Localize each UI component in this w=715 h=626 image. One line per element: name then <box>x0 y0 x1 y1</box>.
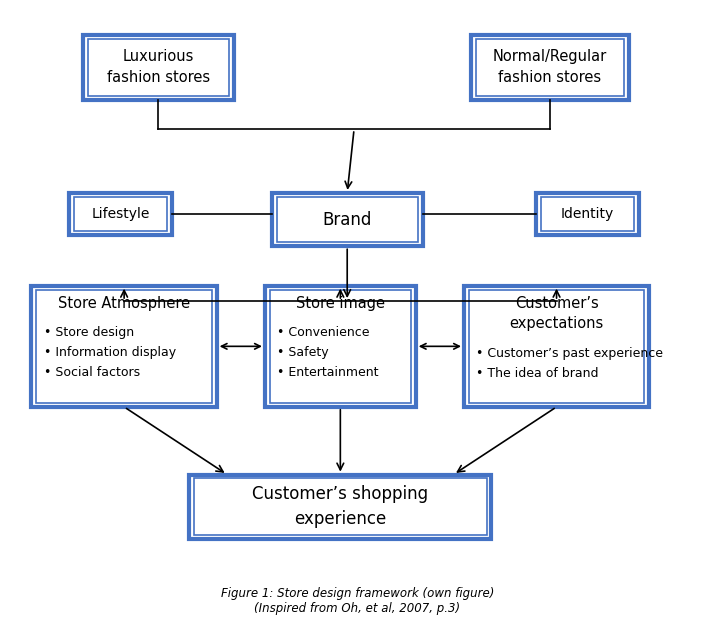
Text: • Store design
• Information display
• Social factors: • Store design • Information display • S… <box>44 326 176 379</box>
FancyBboxPatch shape <box>469 290 644 403</box>
FancyBboxPatch shape <box>470 35 628 100</box>
FancyBboxPatch shape <box>194 478 486 535</box>
Text: Lifestyle: Lifestyle <box>92 207 150 221</box>
FancyBboxPatch shape <box>88 39 229 96</box>
FancyBboxPatch shape <box>464 285 649 407</box>
FancyBboxPatch shape <box>277 197 418 242</box>
Text: • Customer’s past experience
• The idea of brand: • Customer’s past experience • The idea … <box>476 347 664 380</box>
Text: Normal/Regular
fashion stores: Normal/Regular fashion stores <box>493 49 607 86</box>
FancyBboxPatch shape <box>31 285 217 407</box>
Text: Identity: Identity <box>561 207 614 221</box>
FancyBboxPatch shape <box>475 39 623 96</box>
Text: Store Atmosphere: Store Atmosphere <box>58 296 190 311</box>
Text: Store image: Store image <box>296 296 385 311</box>
Text: Brand: Brand <box>322 210 372 228</box>
FancyBboxPatch shape <box>272 193 423 246</box>
FancyBboxPatch shape <box>36 290 212 403</box>
Text: Customer’s shopping
experience: Customer’s shopping experience <box>252 485 428 528</box>
FancyBboxPatch shape <box>265 285 416 407</box>
Text: • Convenience
• Safety
• Entertainment: • Convenience • Safety • Entertainment <box>277 326 379 379</box>
Text: Figure 1: Store design framework (own figure)
(Inspired from Oh, et al, 2007, p.: Figure 1: Store design framework (own fi… <box>221 587 494 615</box>
FancyBboxPatch shape <box>270 290 411 403</box>
Text: Luxurious
fashion stores: Luxurious fashion stores <box>107 49 210 86</box>
FancyBboxPatch shape <box>69 193 172 235</box>
Text: Customer’s
expectations: Customer’s expectations <box>509 296 603 331</box>
FancyBboxPatch shape <box>189 475 491 540</box>
FancyBboxPatch shape <box>536 193 639 235</box>
FancyBboxPatch shape <box>74 197 167 231</box>
FancyBboxPatch shape <box>83 35 234 100</box>
FancyBboxPatch shape <box>541 197 634 231</box>
